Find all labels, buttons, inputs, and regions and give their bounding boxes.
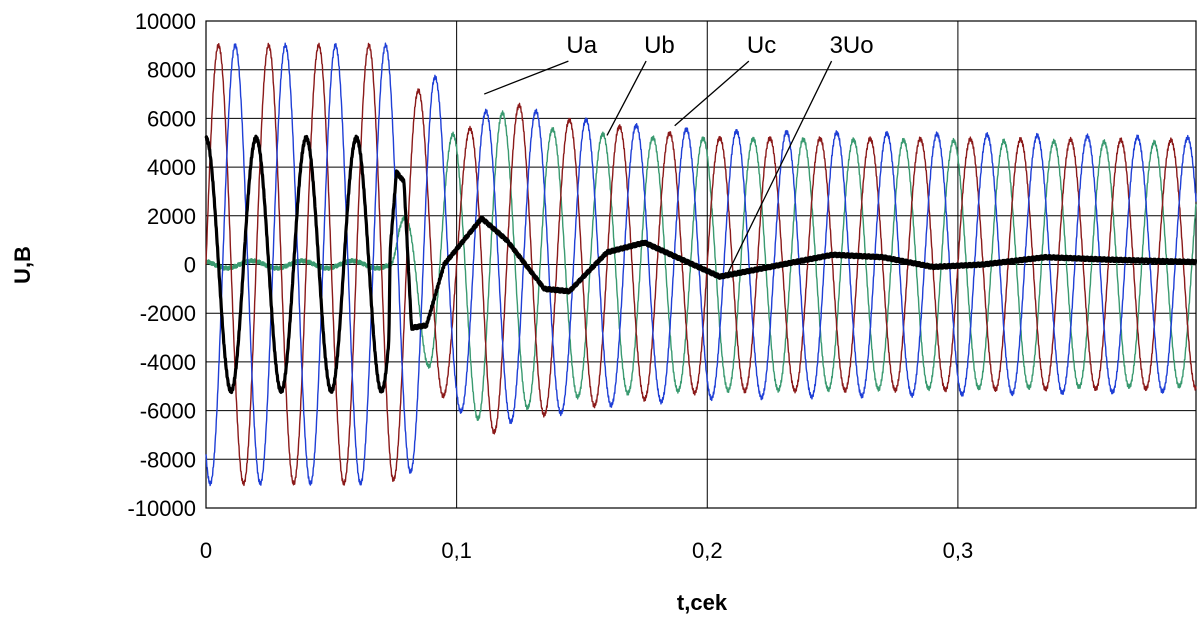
series-3uo-line [204, 134, 1197, 395]
series-uc-line [205, 110, 1197, 421]
y-axis-title: U,B [10, 246, 35, 284]
y-tick-label: 6000 [147, 106, 196, 131]
annotation-label: Uc [747, 32, 776, 59]
y-tick-label: 10000 [135, 9, 196, 34]
annotation-uc: Uc [674, 32, 776, 127]
y-tick-label: -2000 [140, 301, 196, 326]
annotation-leader-line [606, 60, 647, 136]
y-tick-label: 0 [184, 253, 196, 278]
y-tick-label: 8000 [147, 58, 196, 83]
y-tick-label: 2000 [147, 204, 196, 229]
annotation-label: 3Uo [830, 32, 874, 59]
y-tick-label: -10000 [127, 496, 196, 521]
x-tick-label: 0,2 [692, 538, 723, 563]
y-tick-label: 4000 [147, 155, 196, 180]
annotation-label: Ua [566, 32, 597, 59]
annotation-ua: Ua [483, 32, 598, 95]
x-axis-ticks: 0 0,1 0,2 0,3 [200, 538, 973, 563]
annotation-label: Ub [644, 32, 675, 59]
x-tick-label: 0 [200, 538, 212, 563]
annotation-3uo: 3Uo [726, 32, 874, 275]
annotation-ub: Ub [606, 32, 675, 136]
series-layer [204, 42, 1197, 487]
annotation-leader-line [726, 60, 833, 275]
y-axis-ticks: 10000 8000 6000 4000 2000 0 -2000 -4000 -6000 -80… [127, 9, 196, 521]
x-axis-title: t,cek [677, 590, 728, 615]
annotation-layer: Ua Ub Uc 3Uo [483, 32, 874, 275]
y-tick-label: -8000 [140, 447, 196, 472]
x-tick-label: 0,1 [441, 538, 472, 563]
x-tick-label: 0,3 [943, 538, 974, 563]
annotation-leader-line [674, 60, 750, 127]
y-tick-label: -6000 [140, 399, 196, 424]
series-ua-line [205, 42, 1197, 487]
y-tick-label: -4000 [140, 350, 196, 375]
annotation-leader-line [483, 60, 569, 95]
